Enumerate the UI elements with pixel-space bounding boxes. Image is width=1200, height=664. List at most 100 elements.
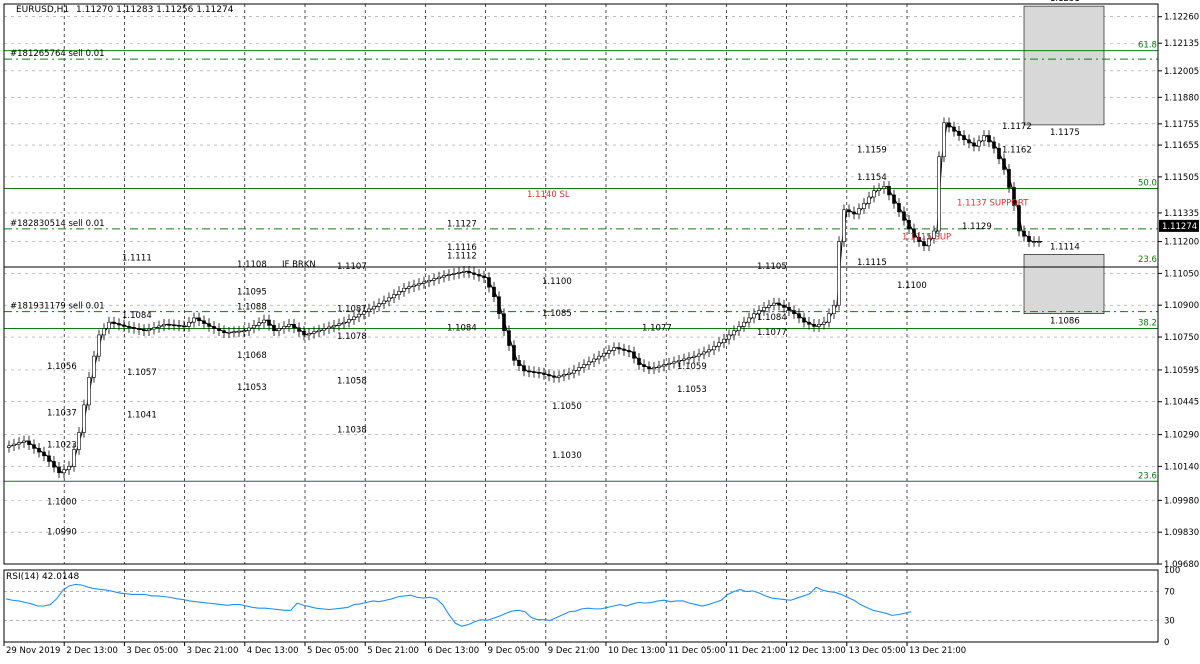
zone-box <box>1023 5 1105 126</box>
candle-body <box>967 139 971 144</box>
candle-body <box>452 273 456 275</box>
level-label: 1.1084 <box>447 324 477 334</box>
level-label: 1.1000 <box>47 498 77 508</box>
level-label: 1.1053 <box>237 383 267 393</box>
candle-body <box>22 440 26 443</box>
time-tick-label: 11 Dec 05:00 <box>668 646 725 656</box>
price-tick-label: 1.10445 <box>1164 398 1199 408</box>
candle-body <box>202 320 206 324</box>
candle-body <box>497 296 501 314</box>
candle-body <box>792 310 796 314</box>
time-tick-label: 9 Dec 05:00 <box>488 646 540 656</box>
zone-box <box>1023 254 1105 314</box>
candle-body <box>7 445 11 448</box>
price-tick-label: 1.11880 <box>1164 93 1199 103</box>
candle-body <box>197 317 201 322</box>
time-tick-label: 3 Dec 05:00 <box>126 646 178 656</box>
price-tick-label: 1.12135 <box>1164 39 1199 49</box>
candle-body <box>137 328 141 330</box>
candle-body <box>887 186 891 196</box>
price-tick-label: 1.11200 <box>1164 238 1199 248</box>
candle-body <box>77 432 81 450</box>
candle-body <box>832 304 836 314</box>
candle-body <box>397 291 401 295</box>
time-tick-label: 12 Dec 13:00 <box>789 646 846 656</box>
candle-body <box>652 367 656 370</box>
candle-body <box>342 321 346 325</box>
candle-body <box>467 270 471 274</box>
fib-level-label: 61.8 <box>1138 41 1157 51</box>
candle-body <box>382 300 386 304</box>
level-label: 1.1038 <box>337 425 367 435</box>
header-symbol: EURUSD,H1 <box>16 5 69 15</box>
candle-body <box>337 323 341 326</box>
candle-body <box>1017 205 1021 232</box>
level-label: 1.1100 <box>542 277 572 287</box>
candle-body <box>847 209 851 213</box>
candle-body <box>927 238 931 247</box>
candle-body <box>192 317 196 323</box>
candle-body <box>932 230 936 239</box>
candle-body <box>787 307 791 311</box>
candle-body <box>817 324 821 327</box>
candle-body <box>432 278 436 281</box>
level-label: 1.1095 <box>237 288 267 298</box>
candle-body <box>582 364 586 368</box>
candle-body <box>922 241 926 247</box>
candle-body <box>987 135 991 143</box>
candle-body <box>897 203 901 213</box>
rsi-tick-label: 70 <box>1164 588 1175 598</box>
candle-body <box>227 331 231 334</box>
level-labels-layer: 1.1231 1.1175 1.1114 1.1086 61.8 50.0 23.6 38.2… <box>10 0 1157 537</box>
level-label: 1.1068 <box>237 351 267 361</box>
candle-body <box>657 365 661 368</box>
candle-body <box>372 305 376 310</box>
level-label: 1.1172 <box>1002 122 1032 132</box>
candle-body <box>447 274 451 276</box>
level-label: 1.1059 <box>677 362 707 372</box>
price-tick-label: 1.11335 <box>1164 209 1199 219</box>
candle-body <box>612 347 616 351</box>
candle-body <box>907 220 911 230</box>
level-label: 1.1087 <box>337 305 367 315</box>
candle-body <box>1007 169 1011 188</box>
candle-body <box>132 327 136 329</box>
candle-body <box>92 355 96 378</box>
candle-body <box>247 327 251 331</box>
candle-body <box>782 304 786 308</box>
fib-level-label: 23.6 <box>1138 255 1157 265</box>
candle-body <box>1012 187 1016 206</box>
level-label: 1.1023 <box>47 440 77 450</box>
candle-body <box>97 334 101 357</box>
candle-body <box>232 331 236 334</box>
candle-body <box>667 362 671 365</box>
price-tick-label: 1.12005 <box>1164 67 1199 77</box>
candle-body <box>352 316 356 320</box>
candle-body <box>537 372 541 374</box>
candle-body <box>142 329 146 331</box>
candle-body <box>947 122 951 128</box>
candle-body <box>762 307 766 311</box>
candle-body <box>972 142 976 147</box>
level-label: 1.1116 <box>447 243 477 253</box>
candle-body <box>777 302 781 306</box>
price-series-layer <box>6 117 1042 479</box>
candle-body <box>302 331 306 336</box>
candle-body <box>867 196 871 204</box>
candle-body <box>87 377 91 406</box>
level-label: 1.1154 <box>857 173 887 183</box>
candle-body <box>147 328 151 331</box>
level-label: 1.1084 <box>122 311 152 321</box>
level-label: 1.1111 <box>122 254 152 264</box>
candle-body <box>822 321 826 325</box>
candle-body <box>462 270 466 273</box>
candle-body <box>512 345 516 361</box>
candle-body <box>267 319 271 326</box>
current-price-tag <box>1159 219 1199 232</box>
candle-body <box>677 360 681 363</box>
rsi-tick-label: 100 <box>1164 566 1180 576</box>
zone-layer <box>1023 5 1105 314</box>
level-label: 1.1108 <box>237 260 267 270</box>
